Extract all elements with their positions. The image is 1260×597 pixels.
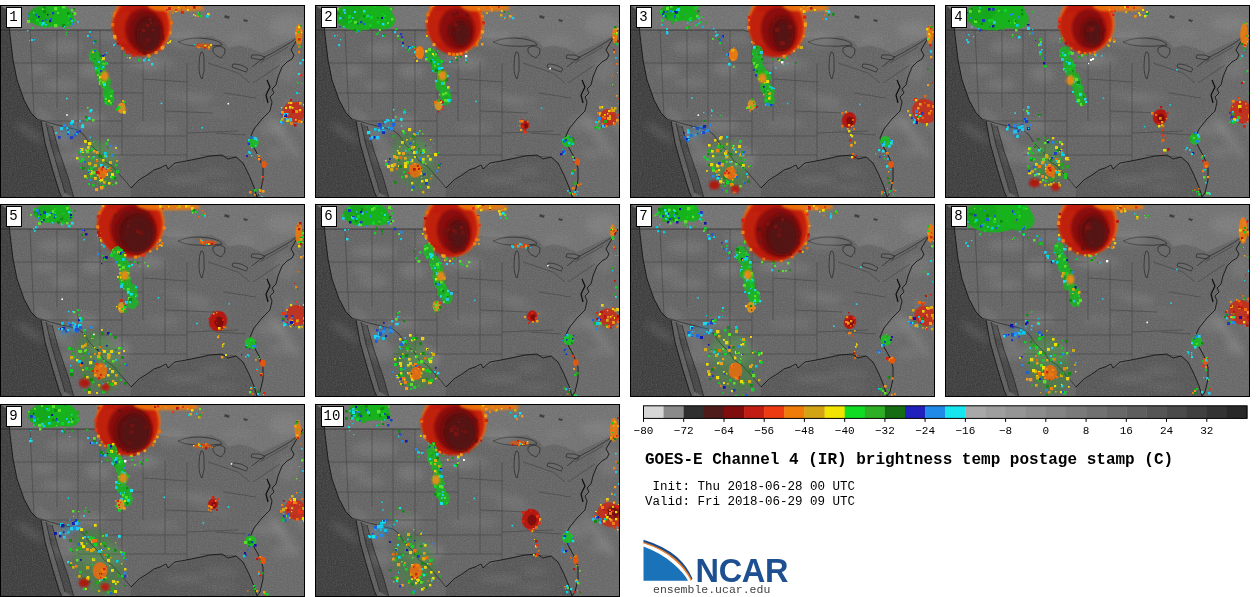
svg-text:24: 24	[1160, 425, 1174, 437]
svg-text:−64: −64	[714, 425, 734, 437]
svg-text:−48: −48	[794, 425, 814, 437]
svg-text:−16: −16	[955, 425, 975, 437]
svg-text:−56: −56	[754, 425, 774, 437]
svg-text:32: 32	[1200, 425, 1213, 437]
svg-text:−24: −24	[915, 425, 935, 437]
svg-text:ensemble.ucar.edu: ensemble.ucar.edu	[653, 583, 770, 596]
svg-text:−80: −80	[634, 425, 654, 437]
svg-text:16: 16	[1120, 425, 1133, 437]
svg-text:0: 0	[1042, 425, 1049, 437]
svg-text:−8: −8	[999, 425, 1012, 437]
svg-text:−32: −32	[875, 425, 895, 437]
svg-text:8: 8	[1083, 425, 1090, 437]
svg-text:−40: −40	[835, 425, 855, 437]
svg-text:−72: −72	[674, 425, 694, 437]
